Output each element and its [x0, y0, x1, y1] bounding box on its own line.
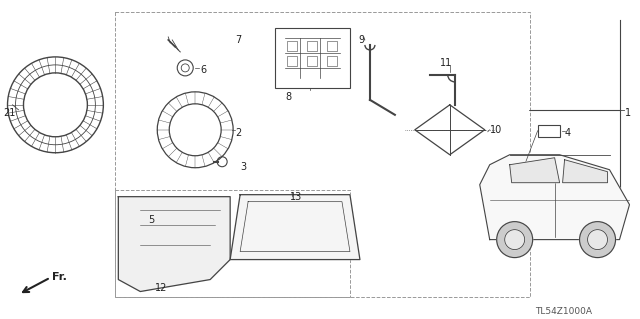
Polygon shape: [563, 160, 607, 183]
Text: 8: 8: [285, 92, 291, 102]
Bar: [287, 56, 297, 66]
Bar: [287, 41, 297, 51]
Polygon shape: [118, 197, 230, 292]
Text: 3: 3: [240, 162, 246, 172]
Text: 12: 12: [156, 283, 168, 293]
Text: 5: 5: [148, 215, 154, 225]
Text: 11: 11: [440, 58, 452, 68]
Polygon shape: [509, 158, 559, 183]
Text: 2: 2: [235, 128, 241, 138]
Text: 7: 7: [235, 35, 241, 45]
Text: 10: 10: [490, 125, 502, 135]
Bar: [115, 190, 350, 296]
Polygon shape: [230, 195, 360, 260]
Text: 21: 21: [4, 108, 16, 118]
Text: 9: 9: [358, 35, 364, 45]
Bar: [115, 12, 530, 296]
Text: TL54Z1000A: TL54Z1000A: [534, 308, 591, 316]
Text: 4: 4: [564, 128, 571, 138]
Circle shape: [580, 222, 616, 257]
Circle shape: [588, 230, 607, 249]
Bar: [307, 41, 317, 51]
Polygon shape: [480, 155, 630, 240]
Bar: [538, 125, 559, 137]
Bar: [483, 185, 491, 191]
Circle shape: [505, 230, 525, 249]
Circle shape: [497, 222, 532, 257]
Bar: [327, 41, 337, 51]
Bar: [327, 56, 337, 66]
Text: 1: 1: [625, 108, 630, 118]
Text: 13: 13: [290, 192, 302, 202]
Bar: [307, 56, 317, 66]
Text: Fr.: Fr.: [52, 271, 67, 282]
Bar: [275, 28, 350, 88]
Text: 6: 6: [200, 65, 206, 75]
